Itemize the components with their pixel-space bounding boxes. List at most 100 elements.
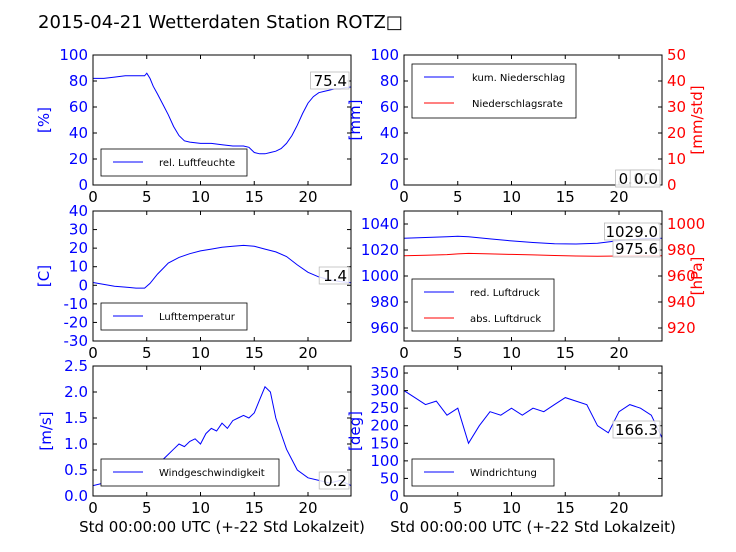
y-tick-label-3-5: 10 (69, 258, 88, 276)
x-tick-label-2-4: 15 (556, 188, 575, 206)
y-tick-label-6-8: 350 (370, 364, 399, 382)
y-axis-label-1: [%] (35, 107, 53, 133)
y-tick-label-4-1: 960 (370, 319, 399, 337)
y-tick-label-6-2: 50 (380, 469, 399, 487)
x-tick-label-1-4: 15 (245, 188, 264, 206)
x-tick-label-1-3: 10 (191, 188, 210, 206)
panel-4: 0 5 10 15 20 960 980 1000 1020 1040 920 940 960 980 10… (361, 210, 706, 362)
y-tick-label-3-7: 30 (69, 221, 88, 239)
y2-tick-label-2-3: 20 (667, 124, 686, 142)
y-tick-label-1-1: 0 (78, 176, 88, 194)
y2-tick-label-2-6: 50 (667, 46, 686, 64)
legend-label-4-2: abs. Luftdruck (470, 314, 541, 325)
last-value-annotation-6: 166.3 (615, 421, 658, 439)
plot-frame-2 (403, 54, 663, 186)
series-line-1-1 (93, 72, 351, 155)
x-tick-label-2-3: 10 (502, 188, 521, 206)
panel-2: 0 5 10 15 20 0 20 40 60 80 100 0 10 20 30 40 50 [mm] [mm/s… (346, 46, 706, 206)
y2-tick-label-4-5: 1000 (667, 215, 705, 233)
y-tick-label-4-5: 1040 (361, 215, 399, 233)
y2-axis-label-2: [mm/std] (688, 85, 706, 154)
y-tick-label-1-4: 60 (69, 98, 88, 116)
last-value-annotation-5: 0.2 (323, 472, 347, 490)
y-tick-label-1-2: 20 (69, 150, 88, 168)
y-tick-label-1-3: 40 (69, 124, 88, 142)
x-tick-label-4-5: 20 (609, 344, 628, 362)
y-tick-label-6-4: 150 (370, 434, 399, 452)
plot-frame-1 (92, 54, 352, 186)
y-axis-label-5: [m/s] (37, 411, 55, 450)
y-tick-label-5-2: 0.5 (64, 461, 88, 479)
x-tick-label-3-2: 5 (142, 344, 152, 362)
legend-label-2-2: Niederschlagsrate (472, 99, 563, 110)
y-tick-label-3-3: -10 (64, 295, 89, 313)
x-tick-label-2-1: 0 (399, 188, 409, 206)
y-tick-label-4-3: 1000 (361, 267, 399, 285)
x-tick-label-5-2: 5 (142, 499, 152, 517)
plot-frame-5 (92, 365, 352, 497)
y2-tick-label-4-3: 960 (667, 267, 696, 285)
panel-6: 0 5 10 15 20050100150200250300350[deg]Windri… (346, 364, 663, 517)
y-axis-label-3: [C] (35, 265, 53, 287)
x-tick-label-4-1: 0 (399, 344, 409, 362)
x-tick-label-2-2: 5 (453, 188, 463, 206)
x-tick-label-4-4: 15 (556, 344, 575, 362)
x-tick-label-6-5: 20 (609, 499, 628, 517)
series-line-3-1 (93, 244, 351, 289)
y2-tick-label-2-4: 30 (667, 98, 686, 116)
y2-axis-label-4: [hPa] (688, 257, 706, 296)
y-tick-label-4-4: 1020 (361, 241, 399, 259)
x-tick-label-1-2: 5 (142, 188, 152, 206)
last-value-annotation-3: 1.4 (323, 267, 347, 285)
y-tick-label-4-2: 980 (370, 293, 399, 311)
x-tick-label-5-4: 15 (245, 499, 264, 517)
legend-label-2-1: kum. Niederschlag (472, 73, 565, 84)
y-tick-label-2-5: 80 (380, 72, 399, 90)
y-tick-label-2-4: 60 (380, 98, 399, 116)
panel-1: 0 5 10 15 20 0 20 40 60 80 100 [%] rel. Luftfeuchte 7… (35, 46, 352, 206)
x-tick-label-5-1: 0 (88, 499, 98, 517)
y-tick-label-6-6: 250 (370, 399, 399, 417)
plot-frame-3 (92, 210, 352, 342)
y-tick-label-6-3: 100 (370, 452, 399, 470)
series-line-6-1 (404, 390, 662, 445)
y-tick-label-2-3: 40 (380, 124, 399, 142)
x-tick-label-3-1: 0 (88, 344, 98, 362)
y-tick-label-3-8: 40 (69, 202, 88, 220)
last-value-annotation-4: 1029.0 (606, 223, 659, 241)
legend-2 (411, 63, 577, 119)
x-tick-label-5-3: 10 (191, 499, 210, 517)
y2-tick-label-4-4: 980 (667, 241, 696, 259)
x-axis-label-left: Std 00:00:00 UTC (+-22 Std Lokalzeit) (79, 518, 365, 536)
y-axis-label-2: [mm] (346, 100, 364, 141)
legend-label-5-1: Windgeschwindigkeit (159, 468, 265, 479)
last-value-annotation-2b: 0.0 (634, 170, 658, 188)
x-tick-label-4-3: 10 (502, 344, 521, 362)
figure-title: 2015-04-21 Wetterdaten Station ROTZ□ (38, 12, 403, 33)
y-tick-label-2-6: 100 (370, 46, 399, 64)
legend-4 (411, 278, 555, 332)
x-tick-label-6-2: 5 (453, 499, 463, 517)
y-tick-label-1-6: 100 (59, 46, 88, 64)
y2-tick-label-2-1: 0 (667, 176, 677, 194)
y-tick-label-5-3: 1.0 (64, 435, 88, 453)
x-tick-label-6-4: 15 (556, 499, 575, 517)
y-tick-label-2-2: 20 (380, 150, 399, 168)
y-tick-label-6-1: 0 (389, 487, 399, 505)
y2-tick-label-2-5: 40 (667, 72, 686, 90)
legend-label-1-1: rel. Luftfeuchte (159, 158, 235, 169)
y-tick-label-6-5: 200 (370, 417, 399, 435)
last-value-annotation-4b: 975.6 (615, 240, 658, 258)
y2-tick-label-4-2: 940 (667, 293, 696, 311)
last-value-annotation-1: 75.4 (314, 72, 347, 90)
panel-3: 0 5 10 15 20-30-20-10010203040[C]Lufttempera… (35, 202, 352, 362)
y2-tick-label-2-2: 10 (667, 150, 686, 168)
x-tick-label-5-5: 20 (298, 499, 317, 517)
y-tick-label-5-6: 2.5 (64, 357, 88, 375)
x-tick-label-2-5: 20 (609, 188, 628, 206)
y-tick-label-3-2: -20 (64, 313, 89, 331)
y-tick-label-5-1: 0.0 (64, 487, 88, 505)
legend-label-4-1: red. Luftdruck (470, 288, 540, 299)
x-tick-label-3-3: 10 (191, 344, 210, 362)
